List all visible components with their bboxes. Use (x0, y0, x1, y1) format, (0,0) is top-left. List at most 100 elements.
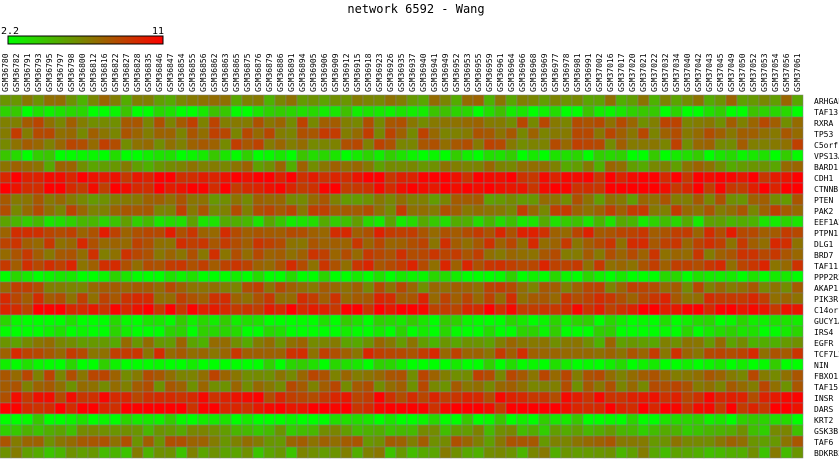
heatmap-cell (406, 347, 419, 360)
heatmap-cell (153, 369, 166, 382)
heatmap-cell (681, 127, 694, 140)
heatmap-cell (615, 270, 628, 283)
heatmap-cell (648, 171, 661, 184)
heatmap-cell (307, 149, 320, 162)
heatmap-cell (230, 226, 243, 239)
heatmap-cell (230, 149, 243, 162)
heatmap-cell (186, 435, 199, 448)
heatmap-cell (736, 369, 749, 382)
heatmap-cell (527, 402, 540, 415)
heatmap-cell (560, 446, 573, 459)
heatmap-cell (725, 105, 738, 118)
heatmap-cell (10, 193, 23, 206)
heatmap-cell (329, 358, 342, 371)
heatmap-cell (373, 105, 386, 118)
heatmap-cell (439, 193, 452, 206)
heatmap-cell (76, 413, 89, 426)
heatmap-cell (340, 127, 353, 140)
heatmap-cell (384, 160, 397, 173)
heatmap-cell (703, 193, 716, 206)
heatmap-cell (65, 402, 78, 415)
heatmap-cell (648, 215, 661, 228)
heatmap-cell (516, 149, 529, 162)
heatmap-cell (252, 204, 265, 217)
heatmap-cell (670, 369, 683, 382)
heatmap-cell (758, 413, 771, 426)
heatmap-cell (54, 292, 67, 305)
heatmap-cell (109, 358, 122, 371)
heatmap-cell (714, 193, 727, 206)
heatmap-cell (351, 292, 364, 305)
column-label: GSM36923 (375, 53, 384, 92)
heatmap-cell (780, 215, 793, 228)
column-label: GSM37020 (628, 53, 637, 92)
heatmap-cell (681, 204, 694, 217)
heatmap-cell (692, 336, 705, 349)
heatmap-cell (439, 446, 452, 459)
heatmap-cell (296, 369, 309, 382)
heatmap-cell (131, 149, 144, 162)
heatmap-cell (98, 270, 111, 283)
heatmap-cell (703, 325, 716, 338)
heatmap-cell (252, 402, 265, 415)
heatmap-cell (571, 193, 584, 206)
heatmap-cell (747, 446, 760, 459)
heatmap-cell (318, 248, 331, 261)
heatmap-cell (681, 369, 694, 382)
heatmap-cell (87, 226, 100, 239)
heatmap-cell (131, 402, 144, 415)
heatmap-cell (340, 358, 353, 371)
heatmap-cell (406, 94, 419, 107)
heatmap-cell (307, 193, 320, 206)
heatmap-cell (230, 138, 243, 151)
heatmap-cell (582, 116, 595, 129)
heatmap-cell (538, 380, 551, 393)
heatmap-cell (560, 380, 573, 393)
heatmap-cell (780, 171, 793, 184)
heatmap-cell (186, 347, 199, 360)
heatmap-cell (780, 446, 793, 459)
heatmap-cell (791, 369, 804, 382)
heatmap-cell (219, 369, 232, 382)
heatmap-cell (604, 171, 617, 184)
heatmap-cell (538, 336, 551, 349)
heatmap-cell (758, 116, 771, 129)
heatmap-cell (98, 215, 111, 228)
heatmap-cell (230, 182, 243, 195)
heatmap-cell (571, 413, 584, 426)
heatmap-cell (263, 259, 276, 272)
heatmap-cell (54, 314, 67, 327)
heatmap-cell (32, 226, 45, 239)
heatmap-cell (538, 105, 551, 118)
column-label: GSM37034 (672, 53, 681, 92)
heatmap-cell (615, 226, 628, 239)
heatmap-cell (340, 204, 353, 217)
heatmap-cell (65, 237, 78, 250)
heatmap-cell (318, 105, 331, 118)
heatmap-cell (725, 435, 738, 448)
heatmap-cell (131, 391, 144, 404)
heatmap-cell (725, 149, 738, 162)
heatmap-cell (714, 149, 727, 162)
heatmap-cell (241, 413, 254, 426)
heatmap-cell (362, 138, 375, 151)
heatmap-cell (21, 325, 34, 338)
heatmap-cell (263, 248, 276, 261)
heatmap-cell (296, 336, 309, 349)
heatmap-cell (637, 149, 650, 162)
heatmap-cell (164, 347, 177, 360)
heatmap-cell (263, 281, 276, 294)
heatmap-cell (747, 116, 760, 129)
heatmap-cell (373, 237, 386, 250)
heatmap-cell (164, 215, 177, 228)
heatmap-cell (98, 94, 111, 107)
heatmap-cell (43, 303, 56, 316)
heatmap-cell (758, 149, 771, 162)
heatmap-cell (164, 314, 177, 327)
heatmap-cell (164, 336, 177, 349)
heatmap-cell (142, 149, 155, 162)
heatmap-cell (450, 325, 463, 338)
heatmap-cell (428, 160, 441, 173)
heatmap-cell (406, 402, 419, 415)
heatmap-cell (98, 138, 111, 151)
